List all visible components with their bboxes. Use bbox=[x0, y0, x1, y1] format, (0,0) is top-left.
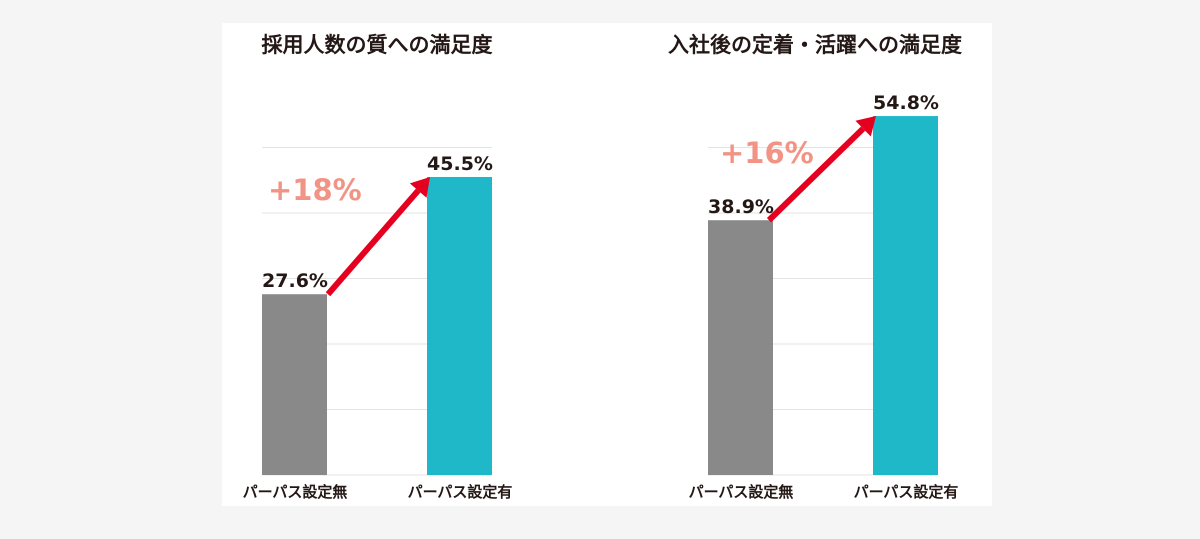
value-label: 45.5% bbox=[427, 153, 493, 175]
category-label: パーパス設定有 bbox=[408, 483, 513, 501]
arrow-head-icon bbox=[855, 116, 876, 137]
arrow-head-icon bbox=[409, 176, 430, 198]
bar bbox=[427, 176, 492, 475]
value-label: 38.9% bbox=[708, 196, 774, 218]
bar bbox=[708, 220, 773, 475]
category-label: パーパス設定有 bbox=[854, 483, 959, 501]
chart-title: 入社後の定着・活躍への満足度 bbox=[668, 33, 962, 57]
increase-annotation: +18% bbox=[268, 173, 362, 207]
category-label: パーパス設定無 bbox=[243, 483, 348, 501]
bar bbox=[873, 116, 938, 475]
value-label: 54.8% bbox=[873, 92, 939, 114]
bar bbox=[262, 294, 327, 475]
category-label: パーパス設定無 bbox=[689, 483, 794, 501]
arrow-line bbox=[766, 126, 866, 223]
increase-annotation: +16% bbox=[720, 136, 814, 170]
arrow-line bbox=[325, 188, 421, 297]
chart-title: 採用人数の質への満足度 bbox=[262, 33, 493, 57]
value-label: 27.6% bbox=[262, 270, 328, 292]
